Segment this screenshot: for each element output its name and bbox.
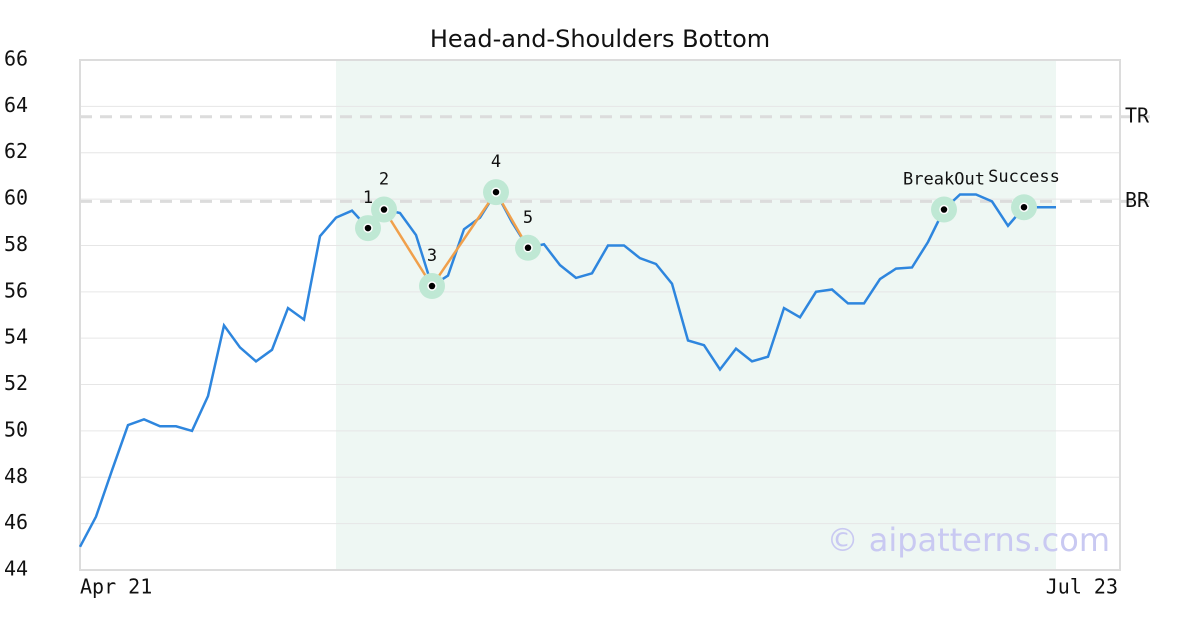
y-tick-label: 52 bbox=[4, 371, 28, 395]
y-tick-label: 60 bbox=[4, 186, 28, 210]
marker-label: 3 bbox=[427, 246, 437, 266]
marker-dot bbox=[427, 281, 437, 291]
y-tick-label: 66 bbox=[4, 47, 28, 71]
y-tick-label: 46 bbox=[4, 510, 28, 534]
y-tick-label: 58 bbox=[4, 232, 28, 256]
y-tick-label: 54 bbox=[4, 325, 28, 349]
marker-dot bbox=[1019, 202, 1029, 212]
reference-label: TR bbox=[1125, 103, 1150, 127]
marker-label: 5 bbox=[523, 208, 533, 228]
marker-label: 4 bbox=[491, 152, 501, 172]
marker-dot bbox=[523, 243, 533, 253]
watermark: © aipatterns.com bbox=[827, 521, 1110, 559]
marker-dot bbox=[939, 204, 949, 215]
chart-title: Head-and-Shoulders Bottom bbox=[430, 25, 770, 53]
x-tick-label: Apr 21 bbox=[80, 575, 152, 599]
marker-label: BreakOut bbox=[903, 170, 985, 190]
marker-dot bbox=[379, 204, 389, 215]
y-tick-label: 48 bbox=[4, 464, 28, 488]
y-tick-label: 44 bbox=[4, 557, 28, 581]
marker-label: 1 bbox=[363, 188, 373, 208]
shaded-region bbox=[336, 60, 1056, 570]
reference-label: BR bbox=[1125, 188, 1150, 212]
y-tick-label: 62 bbox=[4, 139, 28, 163]
marker-label: Success bbox=[988, 167, 1060, 187]
price-line bbox=[78, 189, 1056, 548]
y-tick-label: 64 bbox=[4, 93, 28, 117]
marker-dot bbox=[363, 223, 373, 233]
y-tick-label: 50 bbox=[4, 417, 28, 441]
marker-label: 2 bbox=[379, 170, 389, 190]
plot-frame bbox=[79, 59, 1121, 571]
marker-dot bbox=[491, 187, 501, 197]
y-tick-label: 56 bbox=[4, 278, 28, 302]
x-tick-label: Jul 23 bbox=[1046, 575, 1118, 599]
